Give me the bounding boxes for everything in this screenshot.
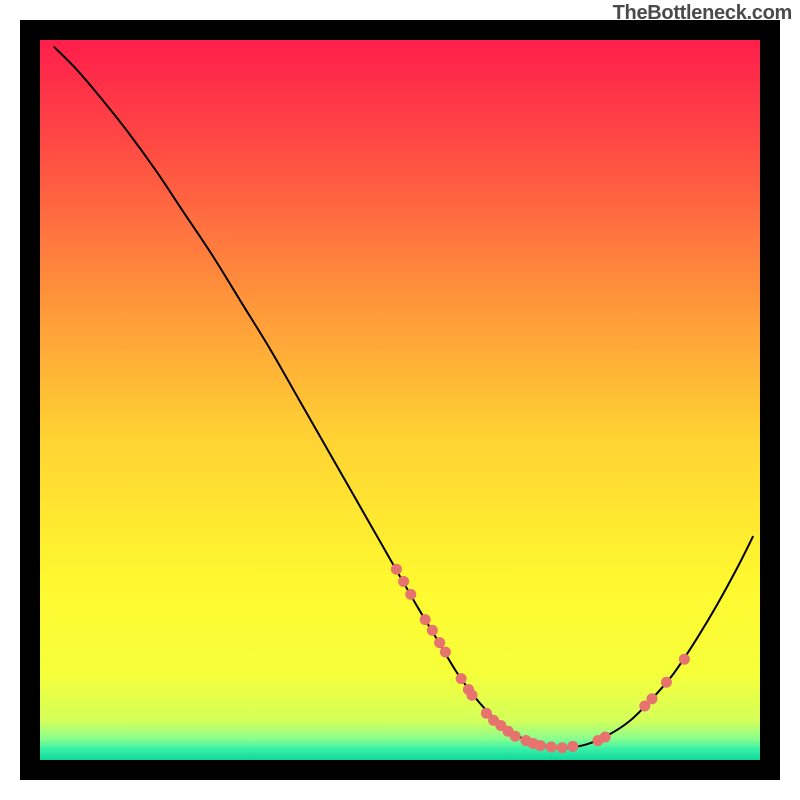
data-marker	[420, 614, 431, 625]
chart-container: TheBottleneck.com	[0, 0, 800, 800]
data-marker	[647, 693, 658, 704]
data-marker	[467, 690, 478, 701]
curve-layer	[40, 40, 760, 760]
data-marker	[398, 576, 409, 587]
data-marker	[535, 740, 546, 751]
data-marker	[440, 647, 451, 658]
plot-area	[20, 20, 780, 780]
data-marker	[567, 741, 578, 752]
data-marker	[434, 637, 445, 648]
watermark-text: TheBottleneck.com	[613, 2, 792, 25]
data-marker	[391, 564, 402, 575]
data-marker	[405, 589, 416, 600]
data-marker	[546, 742, 557, 753]
data-marker	[427, 625, 438, 636]
data-marker	[600, 731, 611, 742]
marker-group	[391, 564, 690, 754]
data-marker	[456, 673, 467, 684]
bottleneck-curve	[54, 47, 752, 748]
data-marker	[510, 731, 521, 742]
data-marker	[557, 742, 568, 753]
data-marker	[679, 654, 690, 665]
data-marker	[661, 677, 672, 688]
